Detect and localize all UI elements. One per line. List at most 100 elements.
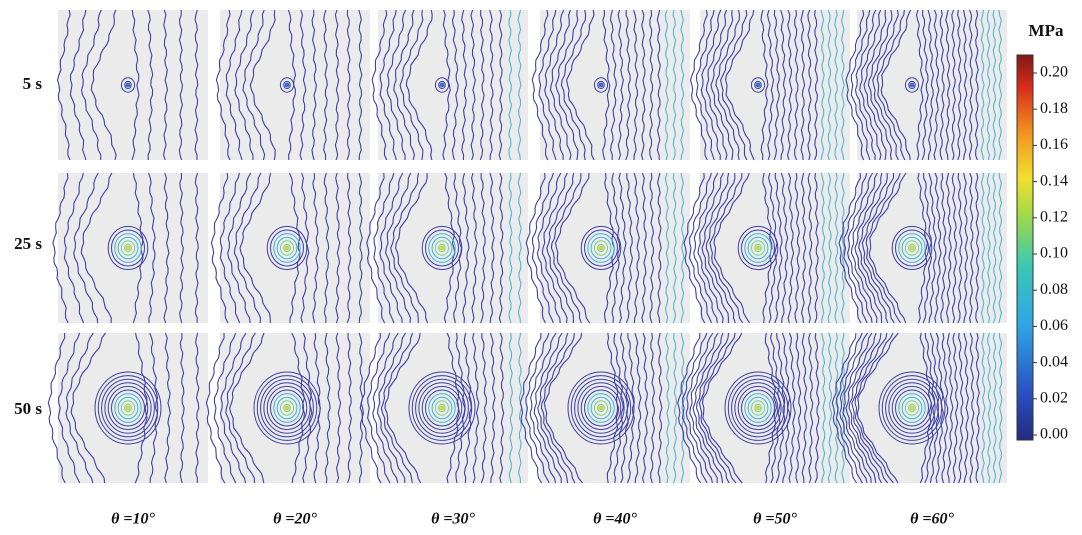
contour-line — [324, 332, 331, 484]
contour-ring — [895, 389, 929, 427]
colorbar — [1016, 54, 1034, 441]
contour-line — [443, 172, 456, 324]
contour-line — [90, 9, 117, 161]
contour-ring — [411, 375, 473, 441]
contour-panel — [56, 9, 208, 161]
contour-line — [288, 172, 301, 324]
contour-ring — [263, 382, 311, 434]
panel-background — [378, 333, 528, 483]
contour-line — [80, 9, 102, 161]
contour-line — [834, 9, 838, 161]
contour-line — [843, 172, 868, 324]
contour-ring — [260, 378, 314, 438]
contour-line — [65, 332, 94, 484]
source-point — [439, 245, 445, 251]
contour-line — [795, 332, 802, 484]
row-label: 5 s — [23, 74, 43, 93]
contour-line — [695, 9, 715, 161]
contour-ring — [754, 403, 762, 413]
contour-line — [360, 332, 382, 484]
contour-line — [680, 332, 685, 484]
contour-line — [531, 9, 549, 161]
source-point — [125, 405, 131, 411]
colorbar-tick-label: 0.00 — [1040, 426, 1068, 443]
contour-line — [963, 332, 969, 484]
contour-ring — [421, 225, 463, 271]
contour-line — [840, 9, 845, 161]
contour-ring — [898, 393, 926, 423]
colorbar-tick-label: 0.14 — [1040, 172, 1068, 189]
contour-line — [640, 9, 646, 161]
contour-ring — [898, 233, 926, 263]
contour-line — [939, 9, 945, 161]
contour-line — [56, 9, 71, 161]
contour-ring — [744, 393, 772, 423]
contour-ring — [747, 236, 769, 260]
contour-ring — [888, 382, 936, 434]
contour-line — [865, 172, 901, 324]
contour-ring — [276, 236, 298, 260]
contour-line — [851, 332, 889, 484]
contour-ring — [580, 385, 622, 431]
contour-ring — [266, 225, 308, 271]
contour-line — [957, 9, 962, 161]
contour-line — [533, 332, 563, 484]
contour-line — [323, 9, 328, 161]
contour-line — [701, 332, 743, 484]
contour-line — [839, 332, 869, 484]
contour-line — [205, 332, 226, 484]
contour-line — [808, 332, 814, 484]
contour-line — [249, 9, 276, 161]
contour-line — [657, 332, 663, 484]
contour-line — [847, 172, 874, 324]
source-point — [598, 82, 604, 88]
contour-line — [164, 332, 171, 484]
contour-line — [794, 172, 800, 324]
contour-line — [831, 332, 858, 484]
contour-line — [335, 332, 342, 484]
contour-line — [489, 332, 496, 484]
contour-line — [835, 332, 863, 484]
contour-line — [480, 172, 486, 324]
contour-line — [725, 9, 755, 161]
contour-ring — [587, 233, 615, 263]
panel-background — [540, 333, 690, 483]
contour-line — [656, 9, 661, 161]
contour-ring — [577, 382, 625, 434]
contour-line — [642, 332, 649, 484]
column-label: θ =30° — [431, 511, 475, 528]
contour-ring — [111, 229, 145, 267]
contour-line — [508, 332, 513, 484]
contour-line — [768, 172, 778, 324]
contour-line — [544, 9, 565, 160]
contour-line — [787, 172, 795, 324]
panel-background — [378, 173, 528, 323]
contour-line — [613, 332, 624, 484]
contour-ring — [434, 400, 450, 416]
colorbar-tick-label: 0.04 — [1040, 353, 1068, 370]
contour-ring — [727, 375, 789, 441]
contour-ring — [431, 396, 453, 420]
contour-line — [517, 9, 522, 161]
contour-line — [842, 332, 873, 484]
contour-ring — [587, 393, 615, 423]
source-point — [125, 245, 131, 251]
contour-line — [379, 172, 404, 324]
contour-ring — [904, 240, 920, 256]
contour-line — [820, 9, 825, 161]
contour-line — [933, 9, 940, 161]
contour-panels — [47, 9, 1007, 484]
source-point — [125, 82, 131, 88]
contour-line — [611, 172, 621, 324]
contour-ring — [107, 385, 149, 431]
contour-line — [480, 332, 488, 484]
contour-ring — [724, 371, 792, 445]
colorbar-tick-label: 0.10 — [1040, 245, 1068, 262]
contour-line — [346, 9, 351, 161]
contour-line — [945, 172, 952, 324]
contour-ring — [908, 403, 916, 413]
contour-line — [814, 332, 820, 484]
contour-line — [689, 9, 708, 161]
contour-line — [770, 332, 781, 484]
contour-line — [471, 172, 478, 324]
